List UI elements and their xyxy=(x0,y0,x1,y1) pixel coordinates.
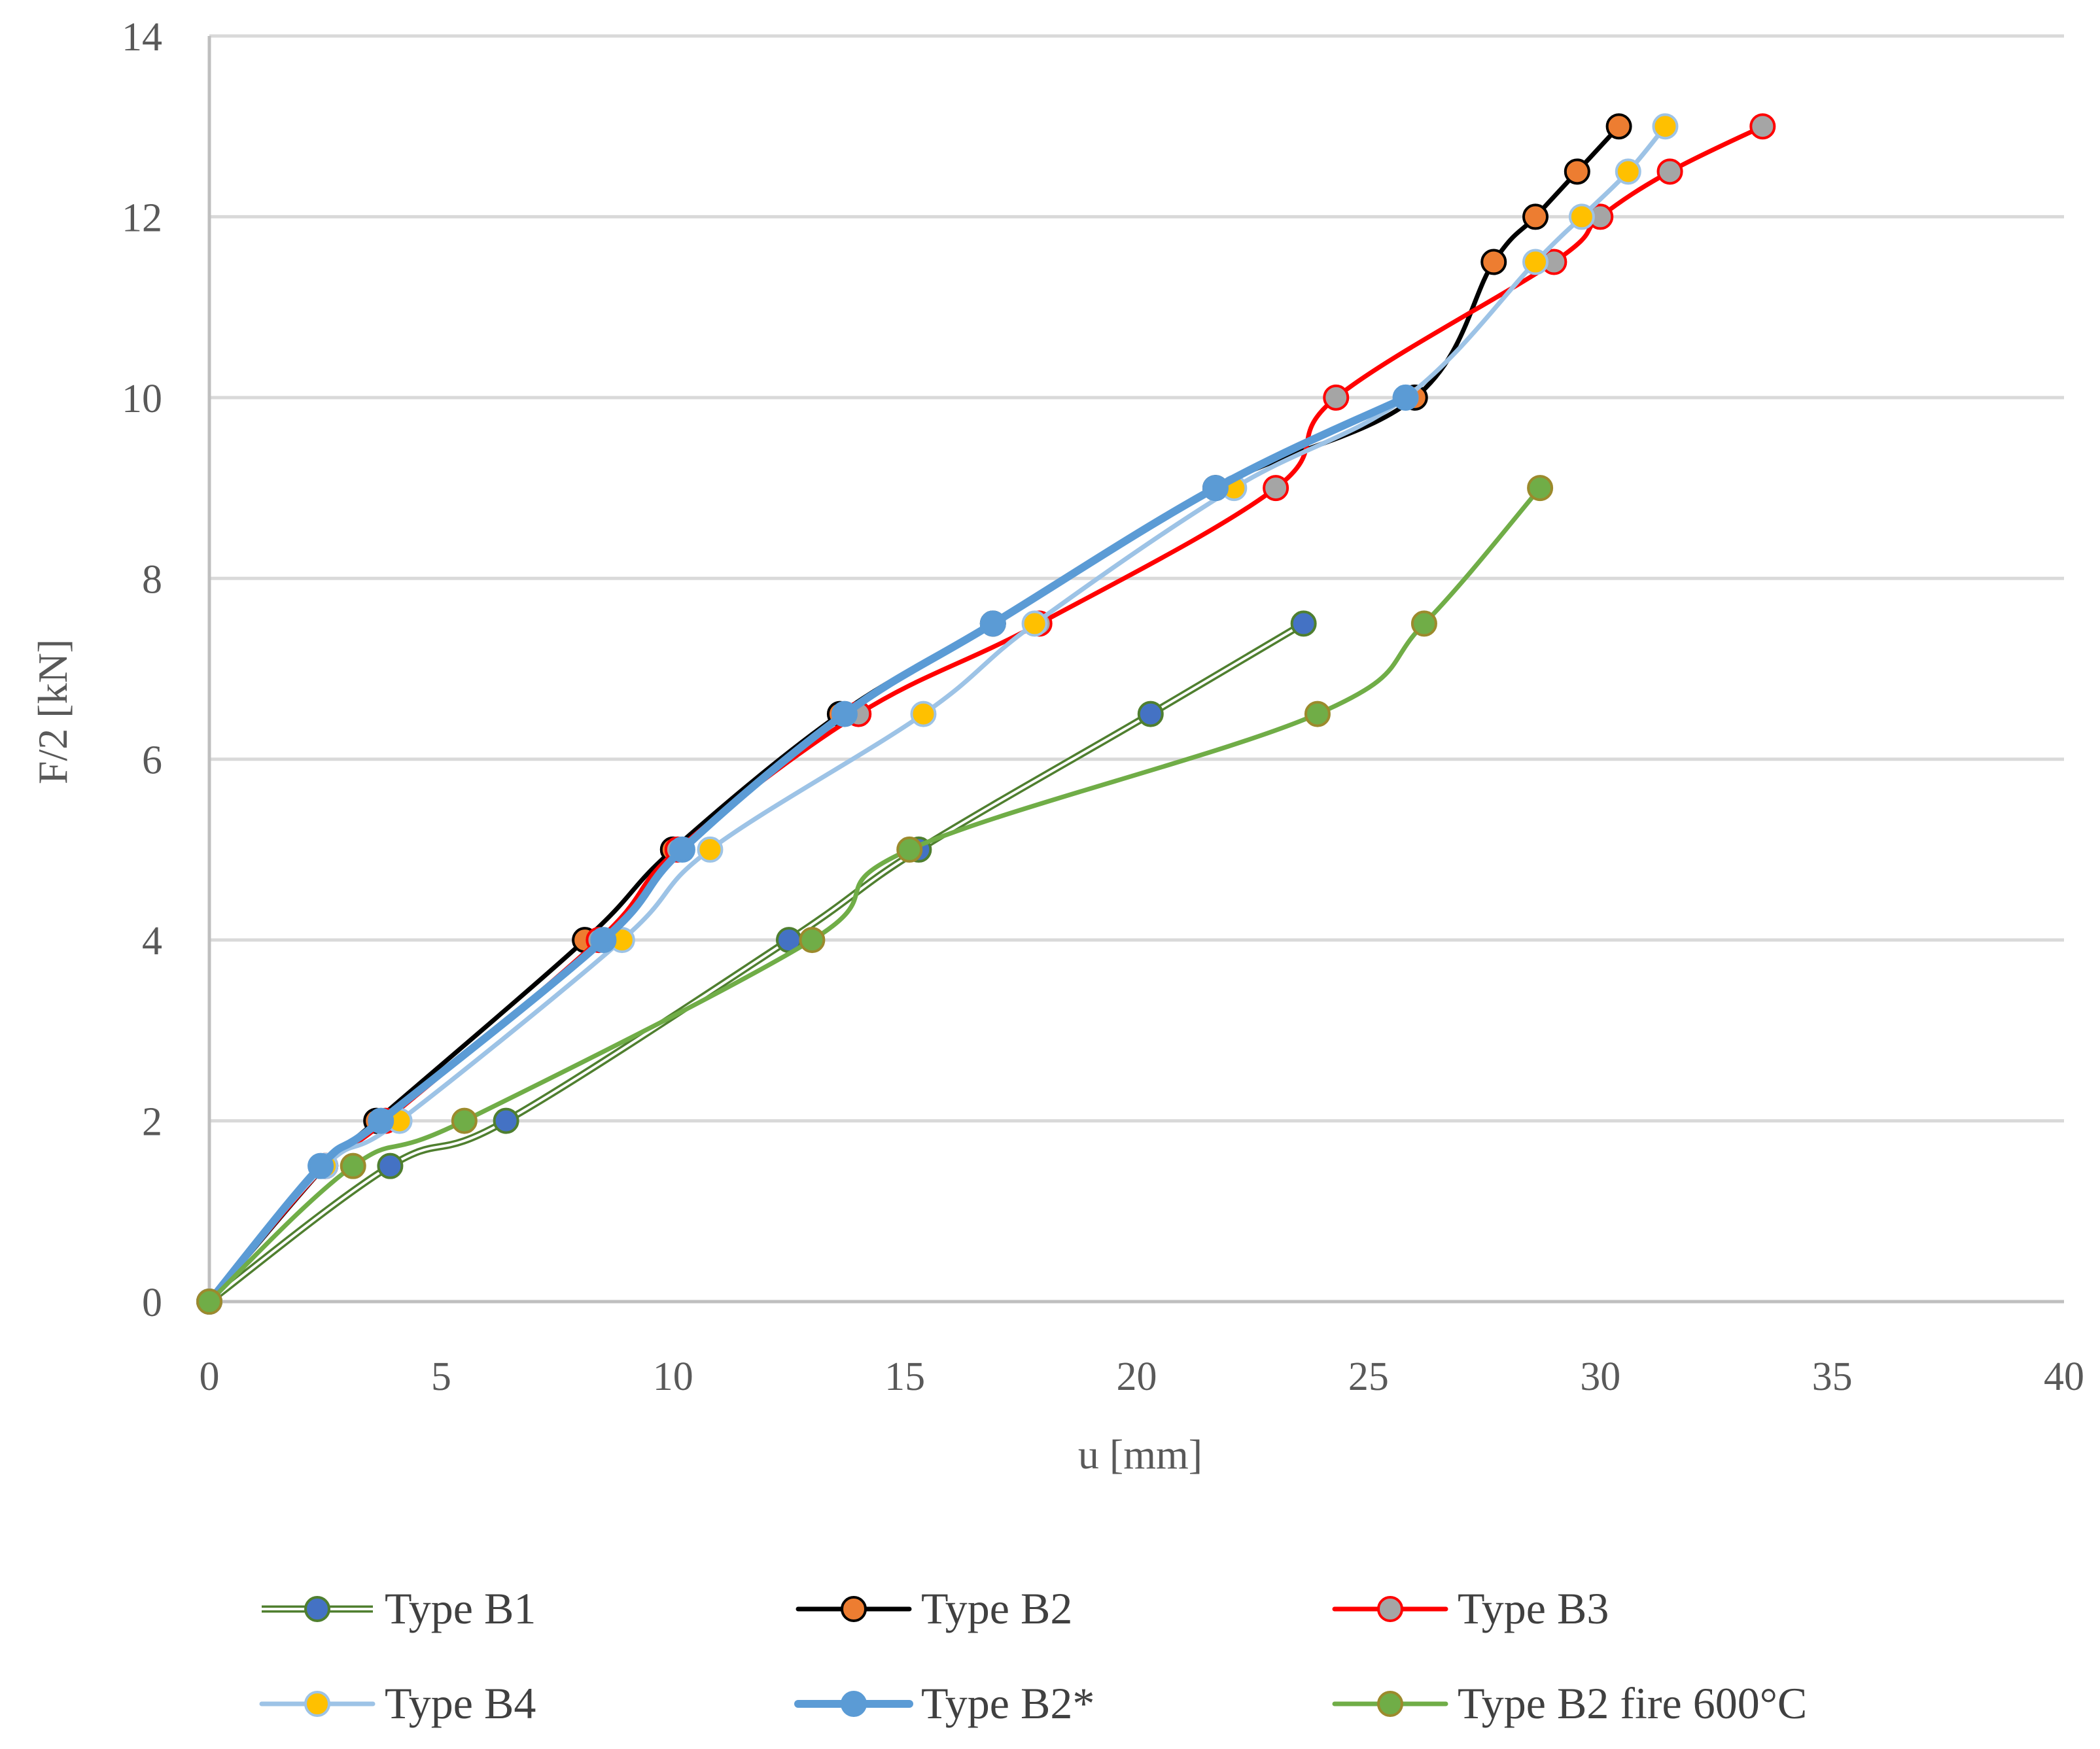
series-line-type-b3 xyxy=(207,124,1765,1304)
data-point xyxy=(669,836,695,863)
y-tick-label: 6 xyxy=(142,738,162,783)
data-point xyxy=(896,836,923,863)
data-point xyxy=(307,1152,334,1179)
data-point xyxy=(1202,475,1229,502)
y-tick-label: 2 xyxy=(142,1100,162,1145)
data-point xyxy=(1392,384,1419,411)
data-point xyxy=(1410,610,1437,637)
data-point xyxy=(377,1152,404,1179)
data-point xyxy=(697,836,724,863)
x-tick-label: 25 xyxy=(1348,1355,1389,1399)
data-point xyxy=(831,701,858,727)
data-point xyxy=(1656,158,1683,185)
data-point xyxy=(1290,610,1317,637)
data-point xyxy=(368,1107,394,1134)
legend-label: Type B3 xyxy=(1458,1584,1609,1633)
data-point xyxy=(1564,158,1590,185)
legend-marker xyxy=(304,1596,330,1622)
data-point xyxy=(979,610,1006,637)
y-tick-label: 12 xyxy=(122,196,162,240)
data-point xyxy=(340,1152,366,1179)
legend-marker xyxy=(841,1596,867,1622)
legend-marker xyxy=(841,1691,867,1717)
legend-entry-type-b2-fire-600-c: Type B2 fire 600°C xyxy=(1332,1678,1807,1728)
y-axis-title: F/2 [kN] xyxy=(29,639,76,784)
data-point xyxy=(1605,113,1632,140)
legend-label: Type B2 fire 600°C xyxy=(1458,1678,1807,1728)
series-line-inner-type-b1 xyxy=(208,622,1304,1303)
series-type-b1 xyxy=(196,610,1317,1315)
data-point xyxy=(1749,113,1776,140)
series-type-b4 xyxy=(196,113,1679,1315)
x-axis-title: u [mm] xyxy=(1078,1431,1202,1478)
data-point xyxy=(1263,475,1289,502)
legend-label: Type B2* xyxy=(921,1678,1094,1728)
legend-entry-type-b4: Type B4 xyxy=(259,1678,536,1728)
legend-marker xyxy=(304,1691,330,1717)
x-tick-label: 0 xyxy=(200,1355,220,1399)
x-tick-label: 5 xyxy=(431,1355,451,1399)
data-point xyxy=(1021,610,1048,637)
legend-entry-type-b2: Type B2 xyxy=(796,1584,1072,1633)
x-tick-label: 10 xyxy=(653,1355,693,1399)
data-point xyxy=(1527,475,1554,502)
y-tick-label: 14 xyxy=(122,15,162,60)
axes: 0 2 4 6 8 10 12 14 0 5 10 15 20 25 30 35 40 xyxy=(122,15,2084,1399)
series-line-type-b4 xyxy=(207,124,1668,1304)
legend-entry-type-b2: Type B2* xyxy=(794,1678,1094,1728)
x-tick-label: 40 xyxy=(2044,1355,2084,1399)
data-point xyxy=(1480,249,1507,275)
data-point xyxy=(1615,158,1641,185)
data-point xyxy=(590,927,617,954)
y-tick-label: 4 xyxy=(142,919,162,963)
y-tick-label: 8 xyxy=(142,557,162,602)
x-tick-label: 30 xyxy=(1580,1355,1620,1399)
gridlines xyxy=(209,34,2064,1123)
legend-label: Type B4 xyxy=(385,1678,536,1728)
data-point xyxy=(1137,701,1164,727)
data-series xyxy=(196,113,1776,1315)
x-tick-label: 20 xyxy=(1117,1355,1157,1399)
data-point xyxy=(799,927,826,954)
data-point xyxy=(1568,203,1595,230)
data-point xyxy=(910,701,937,727)
data-point xyxy=(196,1289,222,1315)
series-type-b2-fire-600-c xyxy=(196,475,1554,1315)
legend: Type B1 Type B2 Type B3 Type B4 Type B2* Type… xyxy=(259,1584,1807,1728)
x-tick-label: 15 xyxy=(884,1355,925,1399)
data-point xyxy=(1522,249,1549,275)
legend-marker xyxy=(1377,1596,1403,1622)
legend-entry-type-b1: Type B1 xyxy=(262,1584,536,1633)
data-point xyxy=(1522,203,1549,230)
data-point xyxy=(1323,384,1350,411)
data-point xyxy=(1652,113,1679,140)
y-tick-label: 10 xyxy=(122,377,162,421)
x-tick-label: 35 xyxy=(1812,1355,1853,1399)
data-point xyxy=(1304,701,1331,727)
data-point xyxy=(493,1107,519,1134)
legend-marker xyxy=(1377,1691,1403,1717)
legend-label: Type B2 xyxy=(921,1584,1072,1633)
legend-label: Type B1 xyxy=(385,1584,536,1633)
data-point xyxy=(451,1107,478,1134)
series-line-type-b2-fire-600-c xyxy=(207,485,1543,1304)
legend-entry-type-b3: Type B3 xyxy=(1332,1584,1609,1633)
y-tick-label: 0 xyxy=(142,1281,162,1325)
